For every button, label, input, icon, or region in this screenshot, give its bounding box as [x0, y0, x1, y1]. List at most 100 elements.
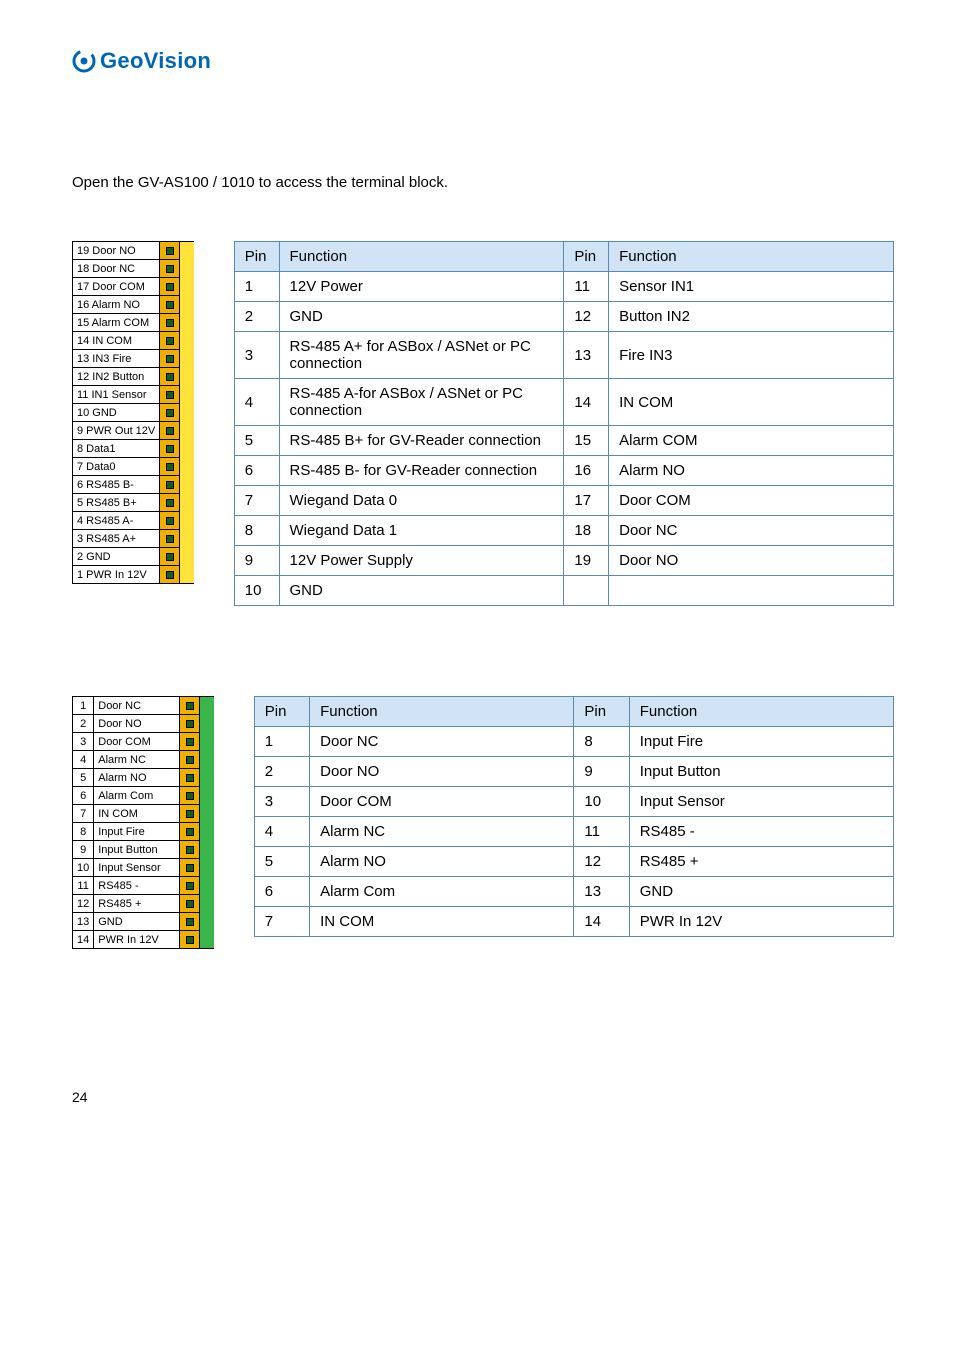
- pin-tail: [180, 458, 194, 476]
- table-cell: Door NC: [609, 516, 894, 546]
- table-cell: 7: [254, 907, 309, 937]
- table-cell: GND: [279, 576, 564, 606]
- table-header: Function: [310, 697, 574, 727]
- table-cell: Door COM: [609, 486, 894, 516]
- table-cell: 1: [254, 727, 309, 757]
- table-cell: 9: [574, 757, 629, 787]
- pin-label: 9 PWR Out 12V: [73, 422, 160, 440]
- pin-square: [160, 512, 180, 530]
- pin-label: GND: [94, 913, 180, 931]
- pin-label: Alarm NO: [94, 769, 180, 787]
- pin-square: [160, 350, 180, 368]
- pin-label: Input Fire: [94, 823, 180, 841]
- table-cell: RS-485 B- for GV-Reader connection: [279, 456, 564, 486]
- pin-tail: [180, 440, 194, 458]
- pin-label: 7 Data0: [73, 458, 160, 476]
- pin-tail: [200, 805, 214, 823]
- table-cell: Door NO: [310, 757, 574, 787]
- pin-tail: [200, 697, 214, 715]
- page-number: 24: [72, 1089, 894, 1105]
- table-cell: 3: [234, 332, 279, 379]
- pin-number: 6: [73, 787, 94, 805]
- pin-label: RS485 +: [94, 895, 180, 913]
- pin-label: 6 RS485 B-: [73, 476, 160, 494]
- table-cell: 9: [234, 546, 279, 576]
- pin-tail: [200, 931, 214, 949]
- table-cell: 14: [574, 907, 629, 937]
- pin-tail: [180, 422, 194, 440]
- table-cell: 10: [574, 787, 629, 817]
- logo-text: GeoVision: [100, 48, 211, 74]
- pin-number: 12: [73, 895, 94, 913]
- table-header: Pin: [234, 242, 279, 272]
- pin-square: [180, 931, 200, 949]
- function-table-b: PinFunctionPinFunction1Door NC8Input Fir…: [254, 696, 894, 937]
- table-cell: 11: [564, 272, 609, 302]
- pin-number: 5: [73, 769, 94, 787]
- pin-label: IN COM: [94, 805, 180, 823]
- pin-tail: [180, 512, 194, 530]
- table-cell: Input Sensor: [629, 787, 893, 817]
- pin-label: PWR In 12V: [94, 931, 180, 949]
- table-cell: 6: [234, 456, 279, 486]
- table-cell: GND: [629, 877, 893, 907]
- table-cell: Alarm NC: [310, 817, 574, 847]
- table-cell: Door COM: [310, 787, 574, 817]
- pin-label: 14 IN COM: [73, 332, 160, 350]
- pin-label: Door NO: [94, 715, 180, 733]
- intro-text: Open the GV-AS100 / 1010 to access the t…: [72, 174, 894, 191]
- pin-tail: [180, 350, 194, 368]
- pin-label: 19 Door NO: [73, 242, 160, 260]
- function-table-a: PinFunctionPinFunction112V Power11Sensor…: [234, 241, 894, 606]
- table-cell: 8: [234, 516, 279, 546]
- pin-label: 5 RS485 B+: [73, 494, 160, 512]
- table-cell: 5: [234, 426, 279, 456]
- pin-square: [160, 440, 180, 458]
- table-cell: 6: [254, 877, 309, 907]
- pin-number: 10: [73, 859, 94, 877]
- pin-tail: [180, 332, 194, 350]
- table-cell: 12V Power: [279, 272, 564, 302]
- logo-icon: [72, 49, 96, 73]
- pin-label: 8 Data1: [73, 440, 160, 458]
- pin-label: Input Sensor: [94, 859, 180, 877]
- table-cell: Button IN2: [609, 302, 894, 332]
- table-cell: Input Fire: [629, 727, 893, 757]
- pin-tail: [200, 877, 214, 895]
- pin-label: 11 IN1 Sensor: [73, 386, 160, 404]
- table-cell: Wiegand Data 0: [279, 486, 564, 516]
- table-cell: 19: [564, 546, 609, 576]
- pin-square: [160, 296, 180, 314]
- table-cell: 3: [254, 787, 309, 817]
- table-cell: RS485 +: [629, 847, 893, 877]
- table-header: Function: [609, 242, 894, 272]
- pin-square: [180, 913, 200, 931]
- pin-tail: [180, 368, 194, 386]
- pin-tail: [180, 278, 194, 296]
- table-cell: Fire IN3: [609, 332, 894, 379]
- pin-square: [160, 476, 180, 494]
- pin-tail: [180, 314, 194, 332]
- pin-label: RS485 -: [94, 877, 180, 895]
- table-cell: Input Button: [629, 757, 893, 787]
- pin-label: 17 Door COM: [73, 278, 160, 296]
- pin-square: [160, 404, 180, 422]
- pin-number: 8: [73, 823, 94, 841]
- table-cell: IN COM: [310, 907, 574, 937]
- table-cell: IN COM: [609, 379, 894, 426]
- table-cell: Alarm Com: [310, 877, 574, 907]
- table-cell: Door NO: [609, 546, 894, 576]
- pin-tail: [180, 404, 194, 422]
- table-cell: 2: [254, 757, 309, 787]
- pin-square: [180, 895, 200, 913]
- pin-label: Alarm NC: [94, 751, 180, 769]
- table-cell: RS-485 A-for ASBox / ASNet or PC connect…: [279, 379, 564, 426]
- table-cell: [564, 576, 609, 606]
- section-gv-as1010: 1Door NC2Door NO3Door COM4Alarm NC5Alarm…: [72, 696, 894, 949]
- pin-diagram-b: 1Door NC2Door NO3Door COM4Alarm NC5Alarm…: [72, 696, 214, 949]
- pin-square: [160, 494, 180, 512]
- pin-number: 3: [73, 733, 94, 751]
- table-cell: 13: [574, 877, 629, 907]
- pin-square: [180, 841, 200, 859]
- pin-label: 13 IN3 Fire: [73, 350, 160, 368]
